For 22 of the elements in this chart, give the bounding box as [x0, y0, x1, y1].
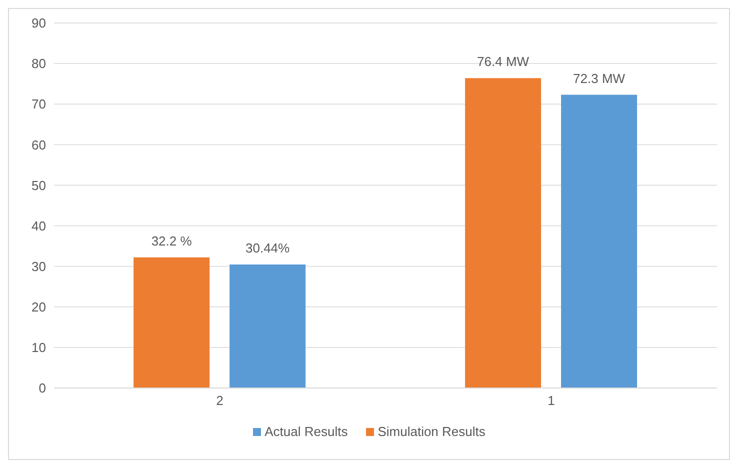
y-tick-label: 30: [32, 258, 46, 274]
x-tick-label: 1: [548, 393, 555, 408]
data-label: 30.44%: [246, 240, 290, 256]
data-label: 32.2 %: [151, 233, 192, 248]
y-tick-label: 80: [32, 56, 46, 72]
y-tick-label: 60: [32, 137, 46, 152]
y-tick-label: 20: [32, 300, 46, 315]
y-tick-label: 10: [32, 340, 46, 356]
data-label: 76.4 MW: [477, 54, 530, 70]
bar: [561, 94, 638, 388]
legend-label: Actual Results: [264, 424, 348, 439]
bar: [465, 78, 542, 388]
x-tick-label: 2: [216, 393, 224, 408]
y-tick-label: 0: [38, 380, 46, 396]
bar: [134, 257, 210, 388]
y-tick-label: 90: [32, 16, 46, 31]
data-label: 72.3 MW: [573, 70, 626, 86]
y-tick-label: 50: [32, 178, 46, 193]
bar: [230, 264, 306, 388]
y-tick-label: 40: [32, 218, 46, 234]
legend-label: Simulation Results: [376, 424, 486, 439]
y-tick-label: 70: [32, 96, 46, 112]
